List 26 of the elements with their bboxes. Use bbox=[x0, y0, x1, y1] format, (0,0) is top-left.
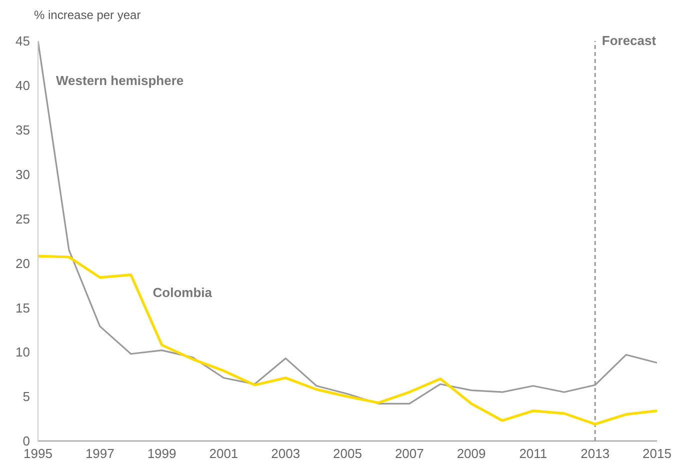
series-label: Colombia bbox=[152, 285, 213, 300]
y-axis-title: % increase per year bbox=[34, 8, 141, 22]
x-tick-label: 2011 bbox=[519, 446, 548, 462]
ref-line-label: Forecast bbox=[602, 33, 657, 48]
x-tick-label: 1997 bbox=[85, 446, 114, 462]
y-tick-label: 5 bbox=[22, 389, 30, 404]
x-tick-label: 2003 bbox=[271, 446, 300, 462]
y-tick-label: 25 bbox=[16, 211, 30, 226]
y-tick-label: 15 bbox=[16, 300, 30, 316]
x-tick-label: 1999 bbox=[147, 446, 176, 462]
x-tick-label: 2013 bbox=[580, 446, 610, 462]
x-tick-label: 2005 bbox=[333, 446, 362, 462]
y-tick-label: 10 bbox=[16, 344, 30, 360]
y-tick-label: 0 bbox=[22, 434, 30, 449]
y-tick-label: 45 bbox=[16, 34, 30, 49]
x-tick-label: 1995 bbox=[24, 446, 52, 462]
x-tick-label: 2001 bbox=[209, 446, 238, 462]
x-tick-label: 2009 bbox=[456, 446, 486, 462]
y-tick-label: 20 bbox=[16, 256, 30, 271]
y-tick-label: 40 bbox=[16, 78, 30, 94]
x-tick-label: 2015 bbox=[642, 446, 672, 462]
line-series bbox=[38, 254, 657, 426]
y-tick-label: 30 bbox=[16, 166, 30, 182]
series-label: Western hemisphere bbox=[56, 73, 184, 88]
x-tick-label: 2007 bbox=[394, 446, 424, 462]
y-tick-label: 35 bbox=[16, 122, 30, 138]
